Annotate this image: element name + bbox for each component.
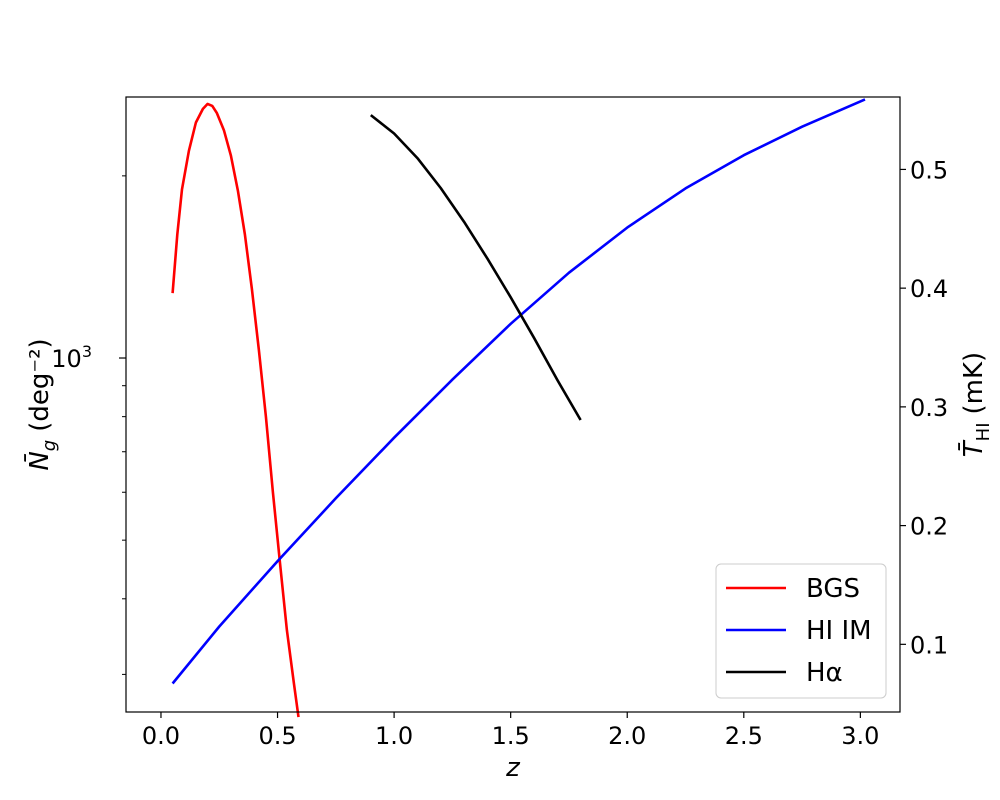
y2-tick-label: 0.3 [910, 394, 948, 422]
x-tick-label: 0.5 [258, 722, 296, 750]
y-axis-title-unit: (deg⁻²) [25, 338, 55, 431]
y-tick-exponent: 3 [82, 342, 92, 361]
legend-label: HI IM [806, 616, 872, 646]
y2-axis-title-unit: (mK) [959, 352, 989, 415]
x-tick-label: 2.5 [725, 722, 763, 750]
legend-box [715, 563, 887, 699]
legend-label: BGS [806, 574, 860, 604]
y2-tick-label: 0.5 [910, 156, 948, 184]
y-tick-base: 10 [51, 345, 82, 373]
plot-frame [125, 96, 901, 713]
y-major-tick-label: 103 [51, 342, 92, 373]
x-tick-label: 1.5 [492, 722, 530, 750]
axis-titles: z N̄g (deg⁻²) T̄HI (mK) [23, 338, 994, 783]
ticks-layer: 0.0 0.5 1.0 1.5 2.0 2.5 3.0 103 0.1 0.2 0.3 0.4 0.5 [51, 156, 948, 750]
y2-axis-title-symbol: T̄ [957, 439, 989, 457]
y-axis-title-symbol: N̄ [23, 451, 55, 470]
y2-axis-title-subscript: HI [973, 422, 994, 441]
x-tick-label: 2.0 [608, 722, 646, 750]
x-tick-label: 0.0 [142, 722, 180, 750]
y2-axis-title: T̄HI (mK) [957, 352, 994, 457]
legend: BGS HI IM Hα [715, 563, 887, 699]
y-axis-title-subscript: g [39, 440, 60, 451]
y2-tick-label: 0.1 [910, 631, 948, 659]
series-line-h- [369, 114, 582, 421]
x-tick-label: 1.0 [375, 722, 413, 750]
series-layer [171, 98, 866, 718]
y-axis-title: N̄g (deg⁻²) [23, 338, 60, 470]
legend-label: Hα [806, 658, 843, 688]
x-axis-title: z [505, 753, 521, 783]
series-line-bgs [171, 102, 300, 718]
series-line-hi-im [171, 98, 866, 685]
x-tick-label: 3.0 [841, 722, 879, 750]
y2-tick-label: 0.4 [910, 275, 948, 303]
y2-tick-label: 0.2 [910, 513, 948, 541]
